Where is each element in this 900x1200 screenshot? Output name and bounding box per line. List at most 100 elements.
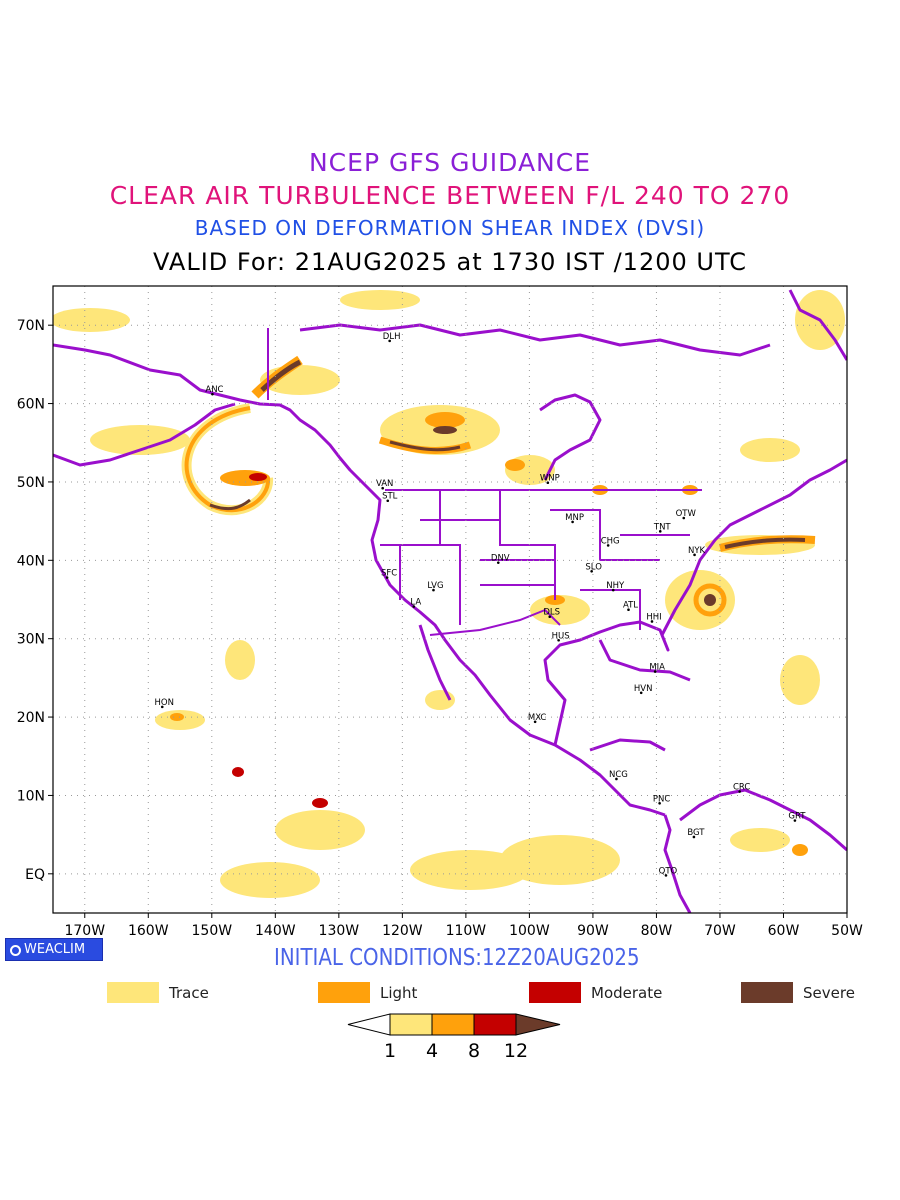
lat-label: 20N <box>17 710 45 726</box>
legend-label-light: Light <box>380 984 418 1002</box>
colorbar-low-arrow <box>347 1013 391 1036</box>
station-label: DLH <box>383 332 401 342</box>
turbulence-shading <box>53 290 845 898</box>
station-dot <box>658 530 662 533</box>
weaclim-logo: WEACLIM <box>5 938 103 961</box>
station-dot <box>611 588 615 592</box>
lon-label: 90W <box>577 923 609 939</box>
lon-label: 80W <box>641 923 673 939</box>
colorbar-segment <box>431 1013 475 1036</box>
lon-label: 130W <box>319 923 360 939</box>
colorbar-tick-label: 8 <box>468 1040 480 1062</box>
legend-swatch-moderate <box>529 982 581 1003</box>
lon-label: 60W <box>768 923 800 939</box>
lat-lon-grid <box>53 286 847 913</box>
colorbar-segment <box>389 1013 433 1036</box>
station-dot <box>385 576 389 579</box>
station-label: NYK <box>688 546 706 556</box>
station-dot <box>571 520 574 524</box>
title-valid-time: VALID For: 21AUG2025 at 1730 IST /1200 U… <box>153 248 747 276</box>
legend-label-trace: Trace <box>169 984 209 1002</box>
title-product: NCEP GFS GUIDANCE <box>308 148 591 177</box>
station-dot <box>627 608 630 611</box>
lat-label: EQ <box>25 867 45 883</box>
station-dot <box>590 569 593 573</box>
station-label: QTO <box>659 866 678 876</box>
lat-label: 60N <box>17 397 45 413</box>
station-label: VAN <box>376 479 393 489</box>
station-dot <box>548 615 552 619</box>
map-frame <box>52 285 848 914</box>
lon-label: 140W <box>255 923 296 939</box>
title-parameter: CLEAR AIR TURBULENCE BETWEEN F/L 240 TO … <box>109 181 791 210</box>
station-label: TNT <box>653 522 672 532</box>
colorbar-high-arrow <box>515 1013 561 1036</box>
station-dot <box>738 790 741 793</box>
station-dot <box>388 339 391 343</box>
station-dot <box>664 874 668 877</box>
station-label: SFC <box>381 569 397 579</box>
station-dot <box>615 777 618 781</box>
longitude-axis: 170W 160W 150W 140W 130W 120W 110W 100W 90W 80W 70… <box>64 913 863 939</box>
station-dot <box>412 605 416 608</box>
station-dot <box>533 720 537 724</box>
station-label: HON <box>155 698 174 708</box>
station-dot <box>650 620 654 623</box>
station-dot <box>606 544 610 547</box>
lon-label: 150W <box>192 923 233 939</box>
station-label: PNC <box>653 794 670 804</box>
legend-label-moderate: Moderate <box>591 984 663 1002</box>
logo-text: WEACLIM <box>24 942 86 957</box>
station-label: CHG <box>601 536 620 546</box>
station-label: HUS <box>552 631 570 641</box>
station-label: NHY <box>606 581 625 591</box>
station-dot <box>432 588 435 592</box>
station-label: WNP <box>540 474 560 484</box>
station-markers: ANC DLH VAN STL WNP MNP OTW TNT CHG NYK DNV SFC SLO L… <box>155 332 806 877</box>
station-label: ANC <box>205 385 223 395</box>
lon-label: 50W <box>831 923 863 939</box>
political-borders <box>267 328 702 636</box>
station-dot <box>211 392 214 396</box>
station-label: DLS <box>543 608 560 618</box>
lon-label: 110W <box>446 923 487 939</box>
map-content: ANC DLH VAN STL WNP MNP OTW TNT CHG NYK DNV SFC SLO L… <box>53 286 847 913</box>
station-label: CRC <box>733 783 750 793</box>
lat-label: 40N <box>17 553 45 569</box>
station-label: STL <box>382 492 398 502</box>
lat-label: 10N <box>17 788 45 804</box>
station-dot <box>793 819 797 822</box>
station-label: MIA <box>649 663 665 673</box>
coastlines <box>53 289 847 913</box>
station-dot <box>386 499 390 503</box>
station-label: MNP <box>565 513 584 523</box>
station-label: LA <box>410 598 421 608</box>
lon-label: 120W <box>382 923 423 939</box>
legend-swatch-trace <box>107 982 159 1003</box>
station-label: GRT <box>788 812 806 822</box>
station-label: DNV <box>491 554 510 564</box>
colorbar: 1 4 8 12 <box>347 1013 561 1062</box>
station-dot <box>692 835 696 839</box>
station-label: NCG <box>609 770 628 780</box>
legend-label-severe: Severe <box>803 984 855 1002</box>
initial-conditions: INITIAL CONDITIONS:12Z20AUG2025 <box>274 945 640 971</box>
station-dot <box>546 481 550 485</box>
station-dot <box>658 801 661 805</box>
station-label: HVN <box>634 684 653 694</box>
station-dot <box>557 638 560 642</box>
station-dot <box>682 516 686 520</box>
station-label: LVG <box>427 581 443 591</box>
logo-ring-icon <box>10 945 21 956</box>
station-label: OTW <box>676 509 697 519</box>
station-label: BGT <box>687 828 705 838</box>
lon-label: 70W <box>704 923 736 939</box>
legend-swatch-light <box>318 982 370 1003</box>
station-label: ATL <box>623 601 638 611</box>
colorbar-tick-label: 12 <box>504 1040 528 1062</box>
colorbar-segment <box>473 1013 517 1036</box>
station-label: SLO <box>585 562 602 572</box>
station-dot <box>653 670 657 673</box>
station-dot <box>693 553 696 557</box>
